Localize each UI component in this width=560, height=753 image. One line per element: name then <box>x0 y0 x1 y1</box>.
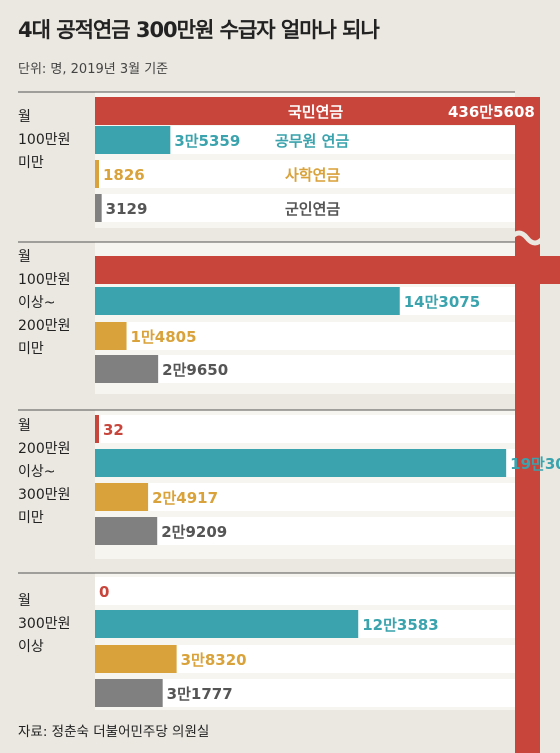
bar <box>95 322 127 350</box>
series-name-label: 공무원 연금 <box>275 132 349 150</box>
bar-track <box>95 194 515 222</box>
bar <box>95 679 163 707</box>
value-label: 14만3075 <box>404 293 480 311</box>
category-label: 100만원 <box>18 132 70 148</box>
bar-track <box>95 355 515 383</box>
bar-track <box>95 679 515 707</box>
bar <box>95 194 102 222</box>
value-label: 2만9650 <box>162 361 228 379</box>
category-label: 300만원 <box>18 487 70 503</box>
source-note: 자료: 정춘숙 더불어민주당 의원실 <box>18 724 210 740</box>
category-label: 월 <box>18 249 31 265</box>
value-label: 19만3035 <box>510 455 560 473</box>
category-label: 월 <box>18 109 31 125</box>
bar <box>95 415 99 443</box>
value-label: 12만3583 <box>362 616 438 634</box>
bar <box>95 517 158 545</box>
value-label: 3만1777 <box>167 685 233 703</box>
bar-track <box>95 483 515 511</box>
bar <box>95 483 149 511</box>
category-label: 월 <box>18 418 31 434</box>
value-label: 2만9209 <box>161 523 227 541</box>
bar <box>95 160 99 188</box>
bar-track <box>95 517 515 545</box>
bar-track <box>95 322 515 350</box>
category-label: 미만 <box>18 341 44 357</box>
value-label: 1826 <box>103 166 145 184</box>
category-label: 미만 <box>18 510 44 526</box>
value-label: 0 <box>99 583 109 601</box>
value-label: 32 <box>103 421 124 439</box>
category-label: 이상 <box>18 639 44 655</box>
bar <box>95 126 171 154</box>
bar <box>95 645 177 673</box>
axis-break-mark <box>509 230 545 246</box>
value-label: 436만5608 <box>448 103 535 121</box>
value-label: 3129 <box>106 200 148 218</box>
value-label: 2만4917 <box>152 489 218 507</box>
bar <box>95 256 560 284</box>
category-label: 200만원 <box>18 441 70 457</box>
value-label: 1만4805 <box>131 328 197 346</box>
bar <box>95 355 159 383</box>
category-label: 100만원 <box>18 272 70 288</box>
category-label: 200만원 <box>18 318 70 334</box>
unit-note: 단위: 명, 2019년 3월 기준 <box>18 62 169 77</box>
category-label: 이상~ <box>18 464 56 480</box>
category-label: 300만원 <box>18 616 70 632</box>
value-label: 3만5359 <box>174 132 240 150</box>
chart-title: 4대 공적연금 300만원 수급자 얼마나 되나 <box>18 18 380 42</box>
bar-track <box>95 577 515 605</box>
bar <box>95 287 400 315</box>
series-name-label: 사학연금 <box>285 166 340 184</box>
category-label: 월 <box>18 593 31 609</box>
bar <box>95 449 507 477</box>
series-name-label: 군인연금 <box>285 200 340 218</box>
category-label: 미만 <box>18 155 44 171</box>
bar-track <box>95 415 515 443</box>
bar <box>95 610 359 638</box>
value-label: 3만8320 <box>181 651 247 669</box>
bar-track <box>95 160 515 188</box>
series-name-label: 국민연금 <box>288 103 343 121</box>
category-label: 이상~ <box>18 295 56 311</box>
